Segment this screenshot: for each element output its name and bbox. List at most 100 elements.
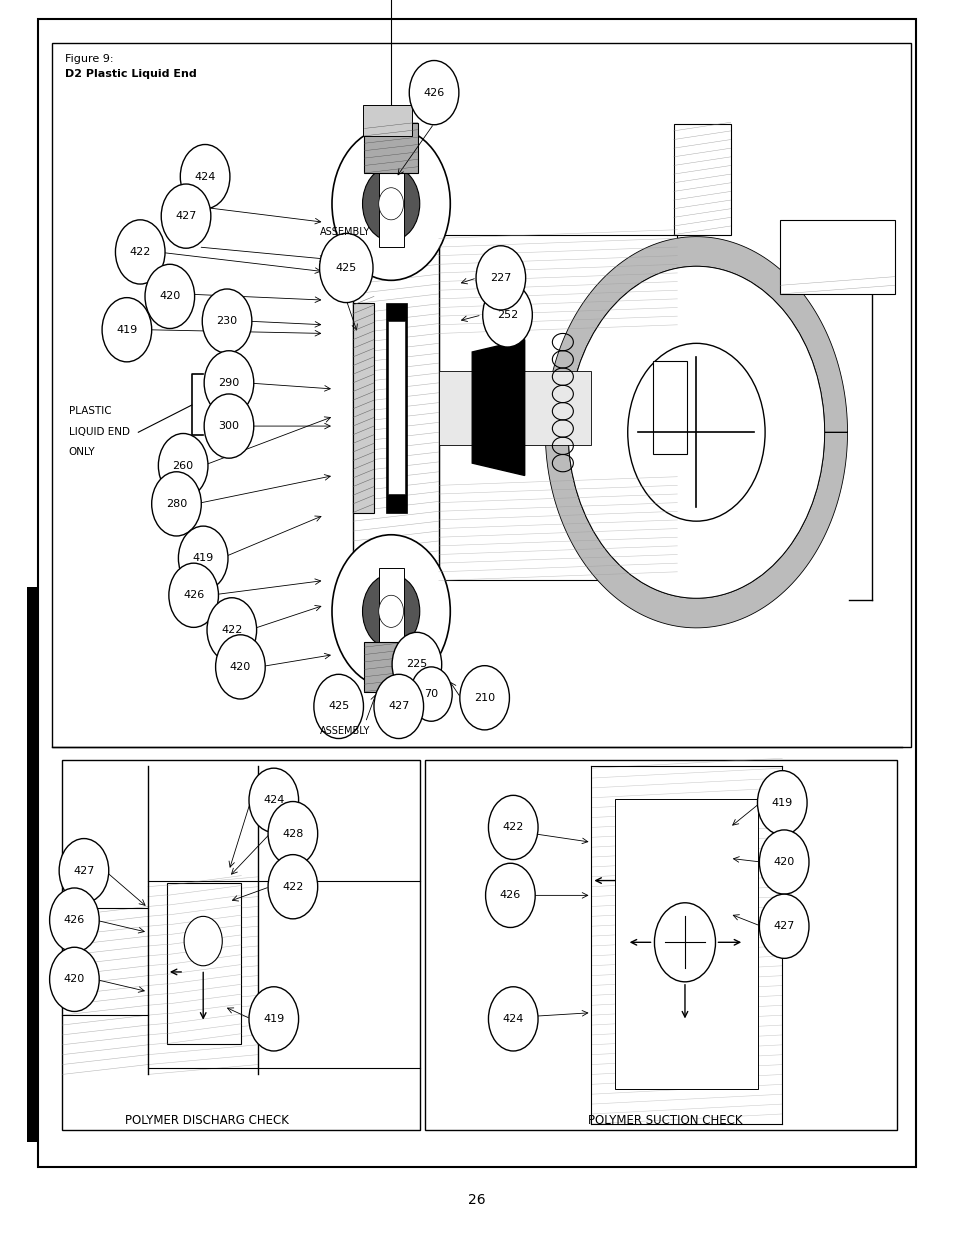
Bar	[388, 321, 405, 494]
Polygon shape	[472, 340, 524, 475]
Text: 70: 70	[424, 689, 437, 699]
Text: D2 Plastic Liquid End: D2 Plastic Liquid End	[65, 69, 196, 79]
Text: Figure 9:: Figure 9:	[65, 54, 113, 64]
Circle shape	[459, 666, 509, 730]
Text: 422: 422	[221, 625, 242, 635]
Circle shape	[102, 298, 152, 362]
Circle shape	[50, 888, 99, 952]
Circle shape	[482, 283, 532, 347]
Circle shape	[627, 343, 764, 521]
Circle shape	[410, 667, 452, 721]
Text: 426: 426	[423, 88, 444, 98]
Circle shape	[268, 802, 317, 866]
Text: 419: 419	[771, 798, 792, 808]
Circle shape	[115, 220, 165, 284]
Circle shape	[759, 894, 808, 958]
Text: 422: 422	[130, 247, 151, 257]
Circle shape	[202, 289, 252, 353]
Text: 427: 427	[175, 211, 196, 221]
Text: 428: 428	[282, 829, 303, 839]
Circle shape	[757, 771, 806, 835]
Bar	[378, 568, 403, 648]
Bar	[364, 124, 417, 173]
Bar	[780, 220, 894, 294]
Circle shape	[362, 574, 419, 648]
Circle shape	[204, 394, 253, 458]
Bar	[362, 105, 412, 136]
Circle shape	[409, 61, 458, 125]
Text: 419: 419	[263, 1014, 284, 1024]
Circle shape	[568, 267, 823, 598]
Circle shape	[161, 184, 211, 248]
Circle shape	[314, 674, 363, 739]
Text: POLYMER SUCTION CHECK: POLYMER SUCTION CHECK	[587, 1114, 741, 1126]
Bar	[27, 587, 39, 1142]
Circle shape	[488, 795, 537, 860]
Text: 425: 425	[335, 263, 356, 273]
Bar	[378, 167, 403, 247]
Text: 426: 426	[183, 590, 204, 600]
Text: 422: 422	[502, 823, 523, 832]
Circle shape	[392, 632, 441, 697]
Bar	[673, 124, 730, 235]
Circle shape	[485, 863, 535, 927]
Circle shape	[178, 526, 228, 590]
Text: 419: 419	[116, 325, 137, 335]
Polygon shape	[545, 237, 846, 627]
Bar	[386, 303, 407, 513]
Circle shape	[184, 916, 222, 966]
Text: ASSEMBLY: ASSEMBLY	[320, 227, 370, 237]
Text: 290: 290	[218, 378, 239, 388]
Circle shape	[759, 830, 808, 894]
Circle shape	[488, 987, 537, 1051]
Text: 424: 424	[263, 795, 284, 805]
Text: 424: 424	[194, 172, 215, 182]
Text: PLASTIC: PLASTIC	[69, 406, 112, 416]
Text: 300: 300	[218, 421, 239, 431]
Bar	[52, 43, 910, 747]
Circle shape	[145, 264, 194, 329]
Text: ONLY: ONLY	[69, 447, 95, 457]
Circle shape	[378, 188, 403, 220]
Circle shape	[476, 246, 525, 310]
Text: 210: 210	[474, 693, 495, 703]
Text: LIQUID END: LIQUID END	[69, 427, 130, 437]
Bar	[353, 303, 374, 513]
Text: 426: 426	[499, 890, 520, 900]
Circle shape	[378, 595, 403, 627]
Text: 225: 225	[406, 659, 427, 669]
Text: 419: 419	[193, 553, 213, 563]
Circle shape	[204, 351, 253, 415]
Bar	[62, 760, 419, 1130]
Text: 427: 427	[773, 921, 794, 931]
Text: 425: 425	[328, 701, 349, 711]
Circle shape	[332, 127, 450, 280]
Text: 26: 26	[468, 1193, 485, 1208]
Circle shape	[152, 472, 201, 536]
Text: 420: 420	[773, 857, 794, 867]
Circle shape	[249, 768, 298, 832]
Circle shape	[169, 563, 218, 627]
Text: 420: 420	[230, 662, 251, 672]
Text: 427: 427	[73, 866, 94, 876]
Text: POLYMER DISCHARG CHECK: POLYMER DISCHARG CHECK	[125, 1114, 289, 1126]
Text: 227: 227	[490, 273, 511, 283]
Text: ASSEMBLY: ASSEMBLY	[320, 726, 370, 736]
Bar	[167, 883, 241, 1044]
Circle shape	[207, 598, 256, 662]
Text: 420: 420	[159, 291, 180, 301]
Circle shape	[249, 987, 298, 1051]
Circle shape	[654, 903, 715, 982]
Circle shape	[180, 144, 230, 209]
Circle shape	[362, 167, 419, 241]
Text: 230: 230	[216, 316, 237, 326]
Text: 424: 424	[502, 1014, 523, 1024]
Bar	[364, 642, 417, 692]
Circle shape	[374, 674, 423, 739]
Bar	[424, 760, 896, 1130]
Bar	[615, 799, 758, 1089]
Text: 260: 260	[172, 461, 193, 471]
Text: 420: 420	[64, 974, 85, 984]
Circle shape	[50, 947, 99, 1011]
Text: 427: 427	[388, 701, 409, 711]
